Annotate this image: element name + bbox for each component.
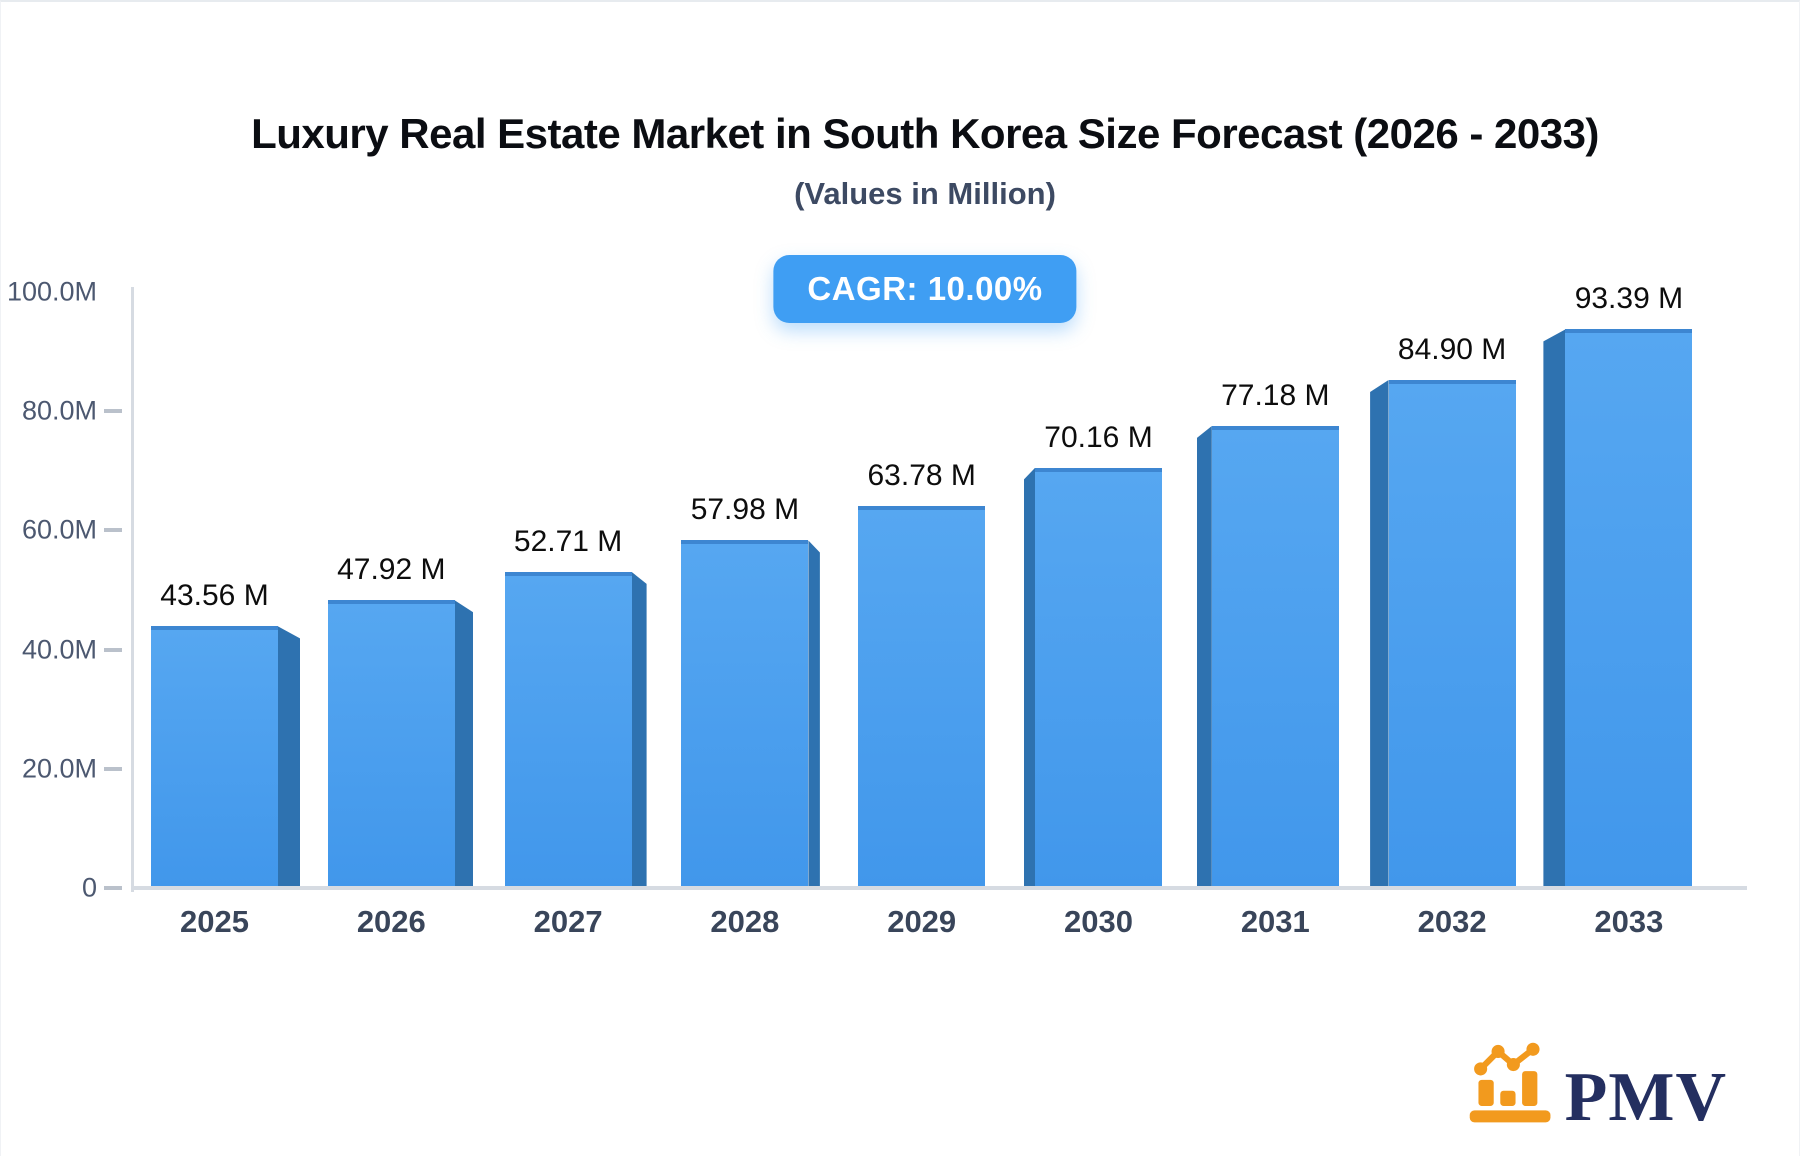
y-tick-mark	[104, 528, 122, 533]
bar-2031[interactable]	[1211, 426, 1339, 886]
chart-subtitle: (Values in Million)	[794, 176, 1056, 211]
bar-value-label-2025: 43.56 M	[160, 579, 269, 613]
bar-2032[interactable]	[1388, 379, 1516, 886]
y-tick-label: 20.0M	[21, 753, 97, 784]
bar-2026[interactable]	[327, 600, 455, 886]
y-tick-label: 60.0M	[21, 514, 97, 545]
x-axis-label-2026: 2026	[356, 904, 426, 939]
chart-title: Luxury Real Estate Market in South Korea…	[251, 110, 1599, 157]
x-axis-label-2031: 2031	[1240, 904, 1310, 939]
x-axis-label-2030: 2030	[1064, 904, 1133, 939]
bar-value-label-2031: 77.18 M	[1221, 379, 1330, 412]
bar-chart-logo-icon	[1461, 1038, 1557, 1126]
x-axis-label-2032: 2032	[1417, 904, 1487, 939]
bar-2025[interactable]	[151, 626, 278, 886]
cagr-badge: CAGR: 10.00%	[773, 255, 1077, 323]
bar-value-label-2027: 52.71 M	[513, 524, 623, 558]
bar-side-face-2025	[278, 626, 300, 886]
bar-side-face-2032	[1370, 379, 1389, 886]
bar-side-face-2033	[1543, 329, 1566, 886]
y-tick-label: 80.0M	[21, 395, 97, 426]
y-tick-label: 40.0M	[21, 634, 97, 665]
bar-2030[interactable]	[1035, 467, 1162, 886]
x-axis-line	[130, 886, 1747, 890]
bar-side-face-2030	[1023, 467, 1035, 886]
bar-value-label-2026: 47.92 M	[337, 553, 446, 587]
y-tick-label: 100.0M	[6, 276, 97, 307]
y-tick-mark	[104, 409, 122, 414]
y-axis-line	[130, 287, 134, 892]
bar-side-face-2031	[1196, 426, 1212, 886]
bar-value-label-2033: 93.39 M	[1574, 282, 1684, 316]
y-tick-mark	[104, 886, 122, 890]
y-tick-mark	[104, 647, 122, 652]
brand-logo: PMV	[1461, 1038, 1727, 1136]
bar-value-label-2029: 63.78 M	[867, 458, 976, 492]
x-axis-label-2033: 2033	[1594, 904, 1664, 939]
x-axis-label-2028: 2028	[710, 904, 780, 939]
y-tick-label: 0	[81, 872, 97, 903]
x-axis-label-2029: 2029	[887, 904, 957, 939]
x-axis-label-2025: 2025	[180, 904, 249, 939]
bar-2033[interactable]	[1565, 329, 1693, 886]
bar-side-face-2028	[808, 540, 820, 886]
bar-2028[interactable]	[681, 540, 809, 886]
bar-2029[interactable]	[858, 505, 986, 886]
bar-value-label-2028: 57.98 M	[690, 493, 800, 527]
bar-value-label-2032: 84.90 M	[1397, 332, 1507, 366]
bar-side-face-2026	[454, 600, 474, 886]
bar-value-label-2030: 70.16 M	[1044, 420, 1153, 454]
bar-side-face-2027	[631, 571, 647, 886]
brand-logo-text: PMV	[1564, 1058, 1727, 1136]
y-tick-mark	[104, 766, 122, 771]
x-axis-label-2027: 2027	[533, 904, 603, 939]
bar-2027[interactable]	[504, 571, 632, 886]
